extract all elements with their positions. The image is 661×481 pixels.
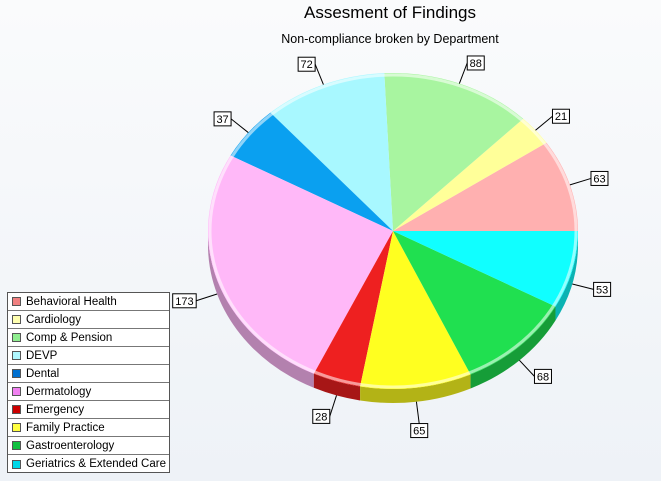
pie-slice-0: [393, 142, 578, 231]
svg-text:37: 37: [216, 114, 228, 126]
pie-rim: [208, 73, 578, 389]
leader-line-5: [196, 293, 218, 302]
data-label-8: 68: [533, 368, 552, 384]
data-label-9: 53: [593, 281, 612, 297]
pie-side: [208, 231, 578, 404]
data-label-1: 21: [551, 108, 570, 124]
leader-line-0: [569, 177, 592, 186]
pie-side-9: [555, 231, 578, 321]
leader-line-8: [519, 359, 535, 377]
leader-line-1: [535, 115, 553, 131]
svg-text:53: 53: [596, 284, 608, 296]
legend-item: Family Practice: [8, 419, 169, 437]
leader-line-6: [329, 395, 337, 417]
legend-item: Emergency: [8, 401, 169, 419]
legend-label: Dermatology: [26, 385, 92, 398]
data-labels: 63 21 88 72 37 173 28 65 68 53: [172, 55, 612, 439]
legend-label: Dental: [26, 367, 60, 380]
pie-side-6: [313, 373, 361, 401]
data-label-5: 173: [172, 293, 197, 309]
pie-slice-1: [393, 118, 547, 231]
data-label-0: 63: [590, 170, 609, 186]
legend-label: Family Practice: [26, 421, 105, 434]
svg-text:72: 72: [301, 59, 313, 71]
legend-item: Cardiology: [8, 311, 169, 329]
pie-side-7: [360, 374, 471, 404]
svg-text:21: 21: [555, 111, 567, 123]
legend-swatch: [12, 423, 21, 432]
data-label-3: 72: [297, 56, 316, 72]
leader-line-7: [415, 401, 420, 424]
data-label-7: 65: [410, 423, 429, 439]
pie-slice-6: [313, 231, 393, 387]
data-label-2: 88: [466, 55, 485, 71]
chart-subtitle: Non-compliance broken by Department: [281, 32, 499, 46]
leader-line-9: [572, 283, 594, 290]
pie-slice-8: [393, 231, 556, 375]
svg-text:173: 173: [175, 296, 193, 308]
legend-label: DEVP: [26, 349, 58, 362]
legend-label: Gastroenterology: [26, 439, 115, 452]
svg-text:28: 28: [315, 411, 327, 423]
chart-title: Assesment of Findings: [304, 3, 476, 22]
legend-swatch: [12, 369, 21, 378]
leader-line-4: [230, 118, 249, 133]
legend-label: Comp & Pension: [26, 331, 113, 344]
legend-label: Geriatrics & Extended Care: [26, 458, 166, 470]
legend-item: Behavioral Health: [8, 293, 169, 311]
data-label-6: 28: [312, 408, 331, 424]
pie-side-5: [208, 231, 314, 388]
legend-label: Cardiology: [26, 313, 81, 326]
leader-line-3: [314, 64, 324, 85]
legend-swatch: [12, 459, 21, 469]
pie-slice-9: [393, 231, 578, 307]
pie-slice-5: [207, 155, 393, 374]
legend-item: Gastroenterology: [8, 437, 169, 455]
pie-side-8: [470, 306, 556, 389]
svg-text:63: 63: [593, 173, 605, 185]
legend-item: Geriatrics & Extended Care: [8, 455, 169, 473]
pie-slices: [207, 72, 578, 390]
legend-swatch: [12, 315, 21, 324]
legend-swatch: [12, 351, 21, 360]
legend: Behavioral Health Cardiology Comp & Pensio…: [7, 292, 170, 473]
legend-swatch: [12, 441, 21, 450]
legend-label: Behavioral Health: [26, 295, 117, 308]
legend-label: Emergency: [26, 403, 85, 416]
svg-text:88: 88: [470, 58, 482, 70]
legend-swatch: [12, 387, 21, 396]
svg-text:68: 68: [537, 371, 549, 383]
pie-slice-2: [384, 72, 524, 231]
legend-item: Dental: [8, 365, 169, 383]
legend-swatch: [12, 405, 21, 414]
legend-swatch: [12, 297, 21, 306]
pie-slice-4: [230, 112, 393, 231]
svg-text:65: 65: [413, 426, 425, 438]
data-label-4: 37: [213, 111, 232, 127]
legend-swatch: [12, 333, 21, 342]
pie-slice-3: [270, 73, 393, 231]
legend-item: Dermatology: [8, 383, 169, 401]
leader-line-2: [458, 62, 468, 84]
legend-item: Comp & Pension: [8, 329, 169, 347]
legend-item: DEVP: [8, 347, 169, 365]
pie-slice-7: [360, 231, 471, 390]
